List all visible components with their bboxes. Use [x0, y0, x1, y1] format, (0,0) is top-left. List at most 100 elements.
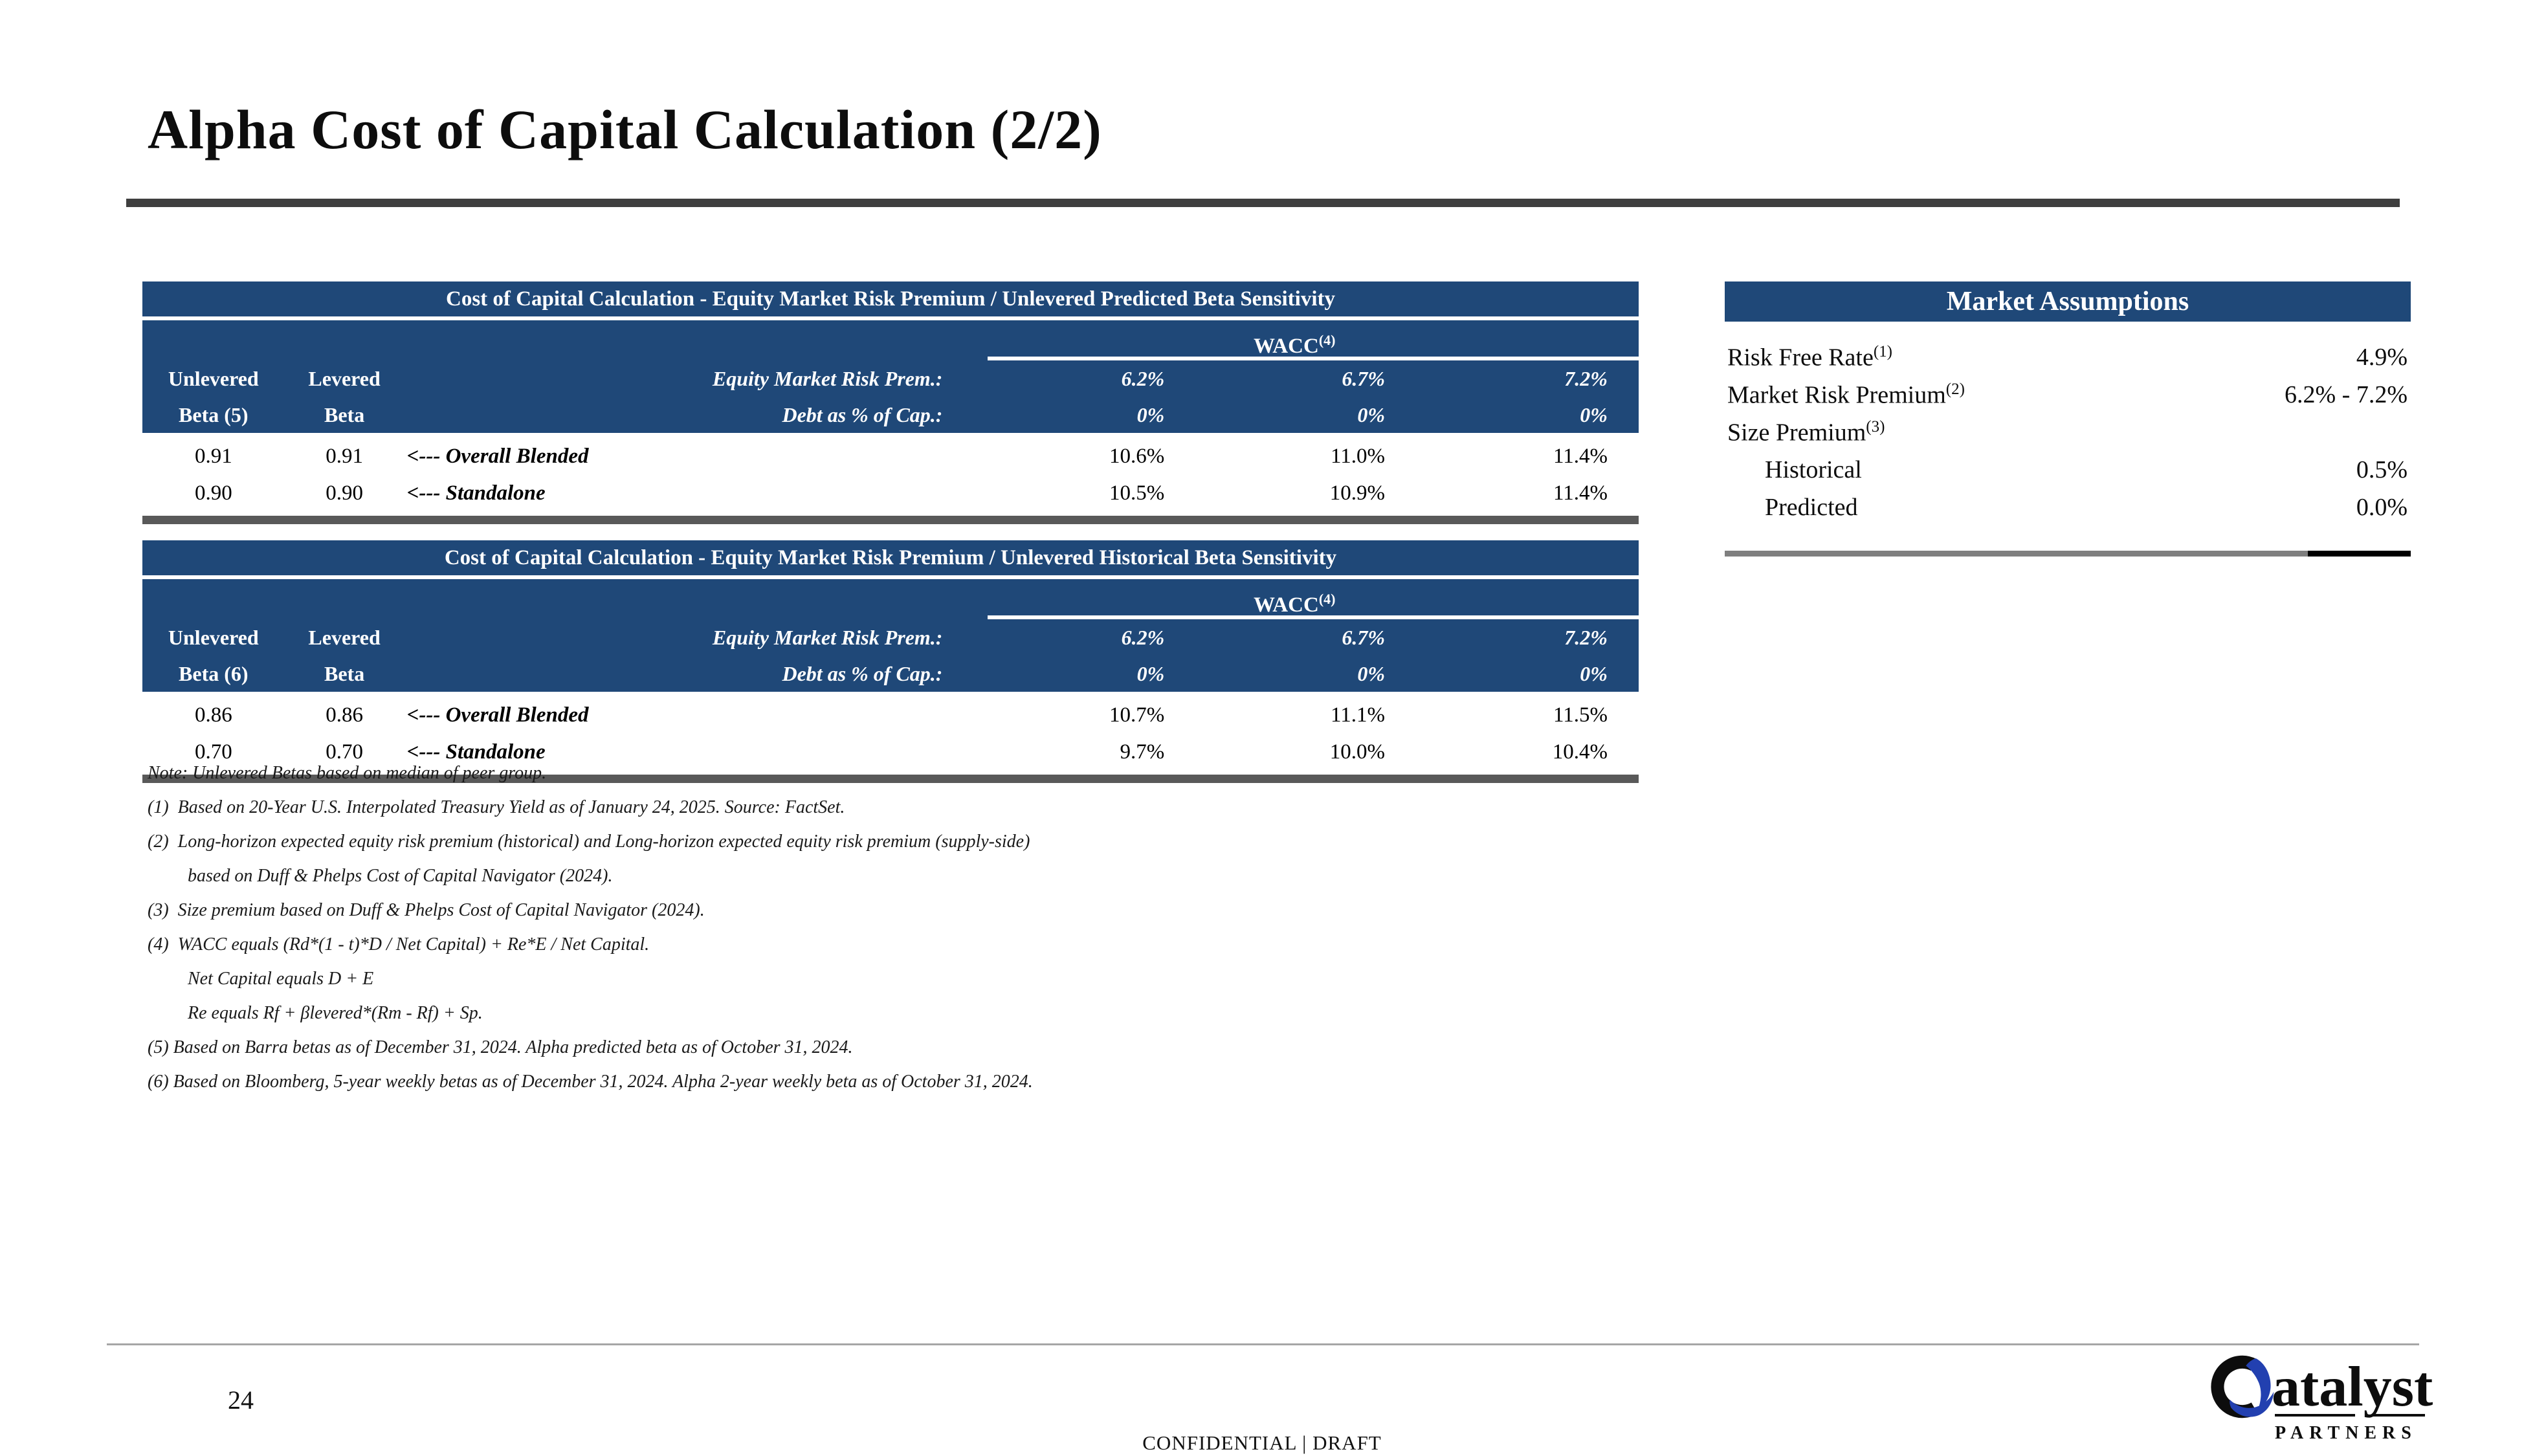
wacc-value: 10.5% — [1109, 481, 1165, 505]
predicted-beta-sensitivity-table: Cost of Capital Calculation - Equity Mar… — [142, 281, 1639, 524]
wacc-text: WACC — [1253, 593, 1319, 617]
qatalyst-q-icon — [2211, 1355, 2274, 1418]
ma-label-text: Risk Free Rate — [1727, 344, 1874, 371]
footnote-5: (5) Based on Barra betas as of December … — [148, 1037, 853, 1057]
unlevered-beta-value: 0.91 — [194, 445, 232, 468]
ma-label-text: Market Risk Premium — [1727, 381, 1946, 409]
row-label-equity-market-risk-prem: Equity Market Risk Prem.: — [712, 625, 943, 649]
levered-beta-value: 0.90 — [326, 481, 363, 505]
title-underline — [126, 199, 2400, 207]
unlevered-beta-value: 0.70 — [194, 740, 232, 764]
ma-row-historical: Historical 0.5% — [1725, 451, 2411, 489]
col-header-beta-6: Beta (6) — [179, 661, 249, 685]
ma-row-size-premium: Size Premium(3) — [1725, 414, 2411, 451]
ma-bottom-border — [1725, 551, 2411, 557]
historical-beta-sensitivity-table: Cost of Capital Calculation - Equity Mar… — [142, 540, 1639, 783]
logo-underline — [2275, 1414, 2425, 1417]
premium-value: 6.7% — [1342, 625, 1386, 649]
logo-partners-label: PARTNERS — [2275, 1423, 2417, 1443]
header-row-premium: Unlevered Levered Equity Market Risk Pre… — [142, 360, 1639, 397]
col-header-unlevered: Unlevered — [168, 366, 259, 390]
ma-bottom-border-black — [2308, 551, 2411, 557]
premium-value: 7.2% — [1564, 366, 1608, 390]
ma-label: Market Risk Premium(2) — [1725, 381, 1965, 410]
wacc-text: WACC — [1253, 335, 1319, 358]
col-header-unlevered: Unlevered — [168, 625, 259, 649]
wacc-value: 11.5% — [1553, 703, 1608, 727]
table-bottom-border — [142, 516, 1639, 524]
col-header-beta-5: Beta (5) — [179, 403, 249, 426]
table-body: 0.91 0.91 <--- Overall Blended 10.6% 11.… — [142, 433, 1639, 512]
logo-underline-gap — [2355, 1414, 2372, 1417]
col-header-beta: Beta — [324, 661, 365, 685]
ma-row-risk-free-rate: Risk Free Rate(1) 4.9% — [1725, 338, 2411, 376]
row-arrow-label: <--- Overall Blended — [406, 445, 589, 468]
wacc-value: 10.7% — [1109, 703, 1165, 727]
debt-cap-value: 0% — [1580, 661, 1608, 685]
table-header: Cost of Capital Calculation - Equity Mar… — [142, 281, 1639, 433]
ma-label-text: Size Premium — [1727, 419, 1866, 447]
ma-value: 6.2% - 7.2% — [2285, 381, 2408, 408]
premium-value: 6.7% — [1342, 366, 1386, 390]
logo-wordmark: atalyst — [2272, 1356, 2433, 1418]
col-header-levered: Levered — [308, 625, 381, 649]
wacc-value: 10.6% — [1109, 445, 1165, 468]
row-label-debt-pct-cap: Debt as % of Cap.: — [782, 661, 943, 685]
table-title: Cost of Capital Calculation - Equity Mar… — [142, 281, 1639, 320]
wacc-value: 10.0% — [1329, 740, 1386, 764]
footnote-note: Note: Unlevered Betas based on median of… — [148, 763, 547, 783]
ma-bottom-border-gray — [1725, 551, 2308, 557]
qatalyst-partners-logo: atalyst PARTNERS — [2210, 1354, 2437, 1451]
footnote-1: (1) Based on 20-Year U.S. Interpolated T… — [148, 797, 845, 817]
levered-beta-value: 0.86 — [326, 703, 363, 727]
ma-value: 4.9% — [2356, 344, 2408, 371]
footnote-6: (6) Based on Bloomberg, 5-year weekly be… — [148, 1072, 1033, 1092]
footnote-4-continued: Net Capital equals D + E — [188, 969, 374, 989]
debt-cap-value: 0% — [1357, 403, 1386, 426]
wacc-value: 10.9% — [1329, 481, 1386, 505]
row-label-equity-market-risk-prem: Equity Market Risk Prem.: — [712, 366, 943, 390]
header-row-debt: Beta (6) Beta Debt as % of Cap.: 0% 0% 0… — [142, 656, 1639, 692]
table-row-overall-blended: 0.91 0.91 <--- Overall Blended 10.6% 11.… — [142, 438, 1639, 475]
debt-cap-value: 0% — [1580, 403, 1608, 426]
footer-divider — [107, 1343, 2419, 1345]
footnote-3: (3) Size premium based on Duff & Phelps … — [148, 900, 705, 920]
wacc-header-row: WACC(4) — [142, 579, 1639, 619]
header-row-premium: Unlevered Levered Equity Market Risk Pre… — [142, 619, 1639, 656]
unlevered-beta-value: 0.90 — [194, 481, 232, 505]
ma-footnote-ref: (3) — [1866, 417, 1885, 436]
premium-value: 6.2% — [1121, 625, 1165, 649]
levered-beta-value: 0.70 — [326, 740, 363, 764]
wacc-underline — [988, 357, 1639, 360]
wacc-value: 11.4% — [1553, 481, 1608, 505]
row-label-debt-pct-cap: Debt as % of Cap.: — [782, 403, 943, 426]
row-arrow-label: <--- Overall Blended — [406, 703, 589, 727]
table-body: 0.86 0.86 <--- Overall Blended 10.7% 11.… — [142, 692, 1639, 771]
wacc-underline — [988, 615, 1639, 619]
ma-footnote-ref: (1) — [1873, 342, 1893, 360]
wacc-footnote-ref: (4) — [1318, 591, 1336, 607]
ma-label: Size Premium(3) — [1725, 418, 1885, 447]
table-row-standalone: 0.90 0.90 <--- Standalone 10.5% 10.9% 11… — [142, 475, 1639, 512]
ma-value: 0.5% — [2356, 456, 2408, 483]
table-bottom-border — [142, 775, 1639, 783]
page-number: 24 — [228, 1385, 254, 1415]
footnote-4-continued: Re equals Rf + βlevered*(Rm - Rf) + Sp. — [188, 1003, 483, 1023]
table-header: Cost of Capital Calculation - Equity Mar… — [142, 540, 1639, 692]
ma-label: Historical — [1725, 456, 1862, 484]
debt-cap-value: 0% — [1136, 661, 1165, 685]
col-header-levered: Levered — [308, 366, 381, 390]
row-arrow-label: <--- Standalone — [406, 481, 546, 505]
table-row-overall-blended: 0.86 0.86 <--- Overall Blended 10.7% 11.… — [142, 697, 1639, 734]
ma-label: Risk Free Rate(1) — [1725, 343, 1892, 372]
premium-value: 6.2% — [1121, 366, 1165, 390]
logo-underline-right — [2372, 1414, 2425, 1417]
debt-cap-value: 0% — [1136, 403, 1165, 426]
header-row-debt: Beta (5) Beta Debt as % of Cap.: 0% 0% 0… — [142, 397, 1639, 433]
market-assumptions-rows: Risk Free Rate(1) 4.9% Market Risk Premi… — [1725, 322, 2411, 526]
col-header-beta: Beta — [324, 403, 365, 426]
market-assumptions-panel: Market Assumptions Risk Free Rate(1) 4.9… — [1725, 281, 2411, 557]
ma-row-predicted: Predicted 0.0% — [1725, 489, 2411, 526]
footnote-4: (4) WACC equals (Rd*(1 - t)*D / Net Capi… — [148, 934, 650, 954]
ma-label-text: Predicted — [1765, 494, 1858, 521]
